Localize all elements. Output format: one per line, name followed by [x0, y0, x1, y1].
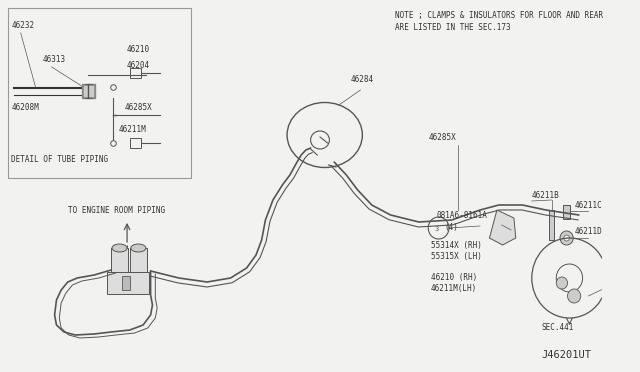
Text: TO ENGINE ROOM PIPING: TO ENGINE ROOM PIPING: [68, 206, 165, 215]
Bar: [82, 84, 95, 98]
Text: 081A6-8161A: 081A6-8161A: [436, 211, 488, 220]
Text: 55315X (LH): 55315X (LH): [431, 252, 482, 261]
Text: SEC.441: SEC.441: [541, 323, 573, 332]
Text: 46210: 46210: [127, 45, 150, 54]
Text: 46284: 46284: [350, 75, 373, 84]
Text: 46232: 46232: [12, 21, 35, 30]
Bar: [111, 248, 128, 272]
Text: NOTE ; CLAMPS & INSULATORS FOR FLOOR AND REAR: NOTE ; CLAMPS & INSULATORS FOR FLOOR AND…: [396, 11, 604, 20]
Text: 46313: 46313: [42, 55, 65, 64]
Text: 46211M(LH): 46211M(LH): [431, 284, 477, 293]
Circle shape: [564, 235, 570, 241]
Bar: [130, 138, 141, 148]
Text: 46211C: 46211C: [574, 201, 602, 210]
Text: 46211B: 46211B: [532, 191, 559, 200]
Bar: [122, 276, 130, 290]
Text: 46211M: 46211M: [118, 125, 147, 134]
Text: ARE LISTED IN THE SEC.173: ARE LISTED IN THE SEC.173: [396, 23, 511, 32]
Text: (4): (4): [444, 223, 458, 232]
Text: 3: 3: [435, 226, 439, 232]
Ellipse shape: [112, 244, 127, 252]
Polygon shape: [490, 210, 516, 245]
Circle shape: [560, 231, 573, 245]
Bar: [548, 210, 554, 240]
Text: 46204: 46204: [127, 61, 150, 70]
Text: J46201UT: J46201UT: [541, 350, 591, 360]
Text: 46211D: 46211D: [574, 227, 602, 236]
Bar: [563, 205, 570, 219]
Bar: [108, 272, 148, 294]
Text: 55314X (RH): 55314X (RH): [431, 241, 482, 250]
Circle shape: [568, 289, 580, 303]
Circle shape: [556, 277, 568, 289]
Bar: [8, 8, 191, 178]
Text: 46208M: 46208M: [12, 103, 39, 112]
Text: 46210 (RH): 46210 (RH): [431, 273, 477, 282]
Text: 46285X: 46285X: [428, 133, 456, 142]
Text: DETAIL OF TUBE PIPING: DETAIL OF TUBE PIPING: [12, 155, 108, 164]
Bar: [130, 68, 141, 78]
Bar: [130, 248, 147, 272]
Text: 46285X: 46285X: [124, 103, 152, 112]
Bar: [84, 86, 93, 96]
Ellipse shape: [131, 244, 146, 252]
